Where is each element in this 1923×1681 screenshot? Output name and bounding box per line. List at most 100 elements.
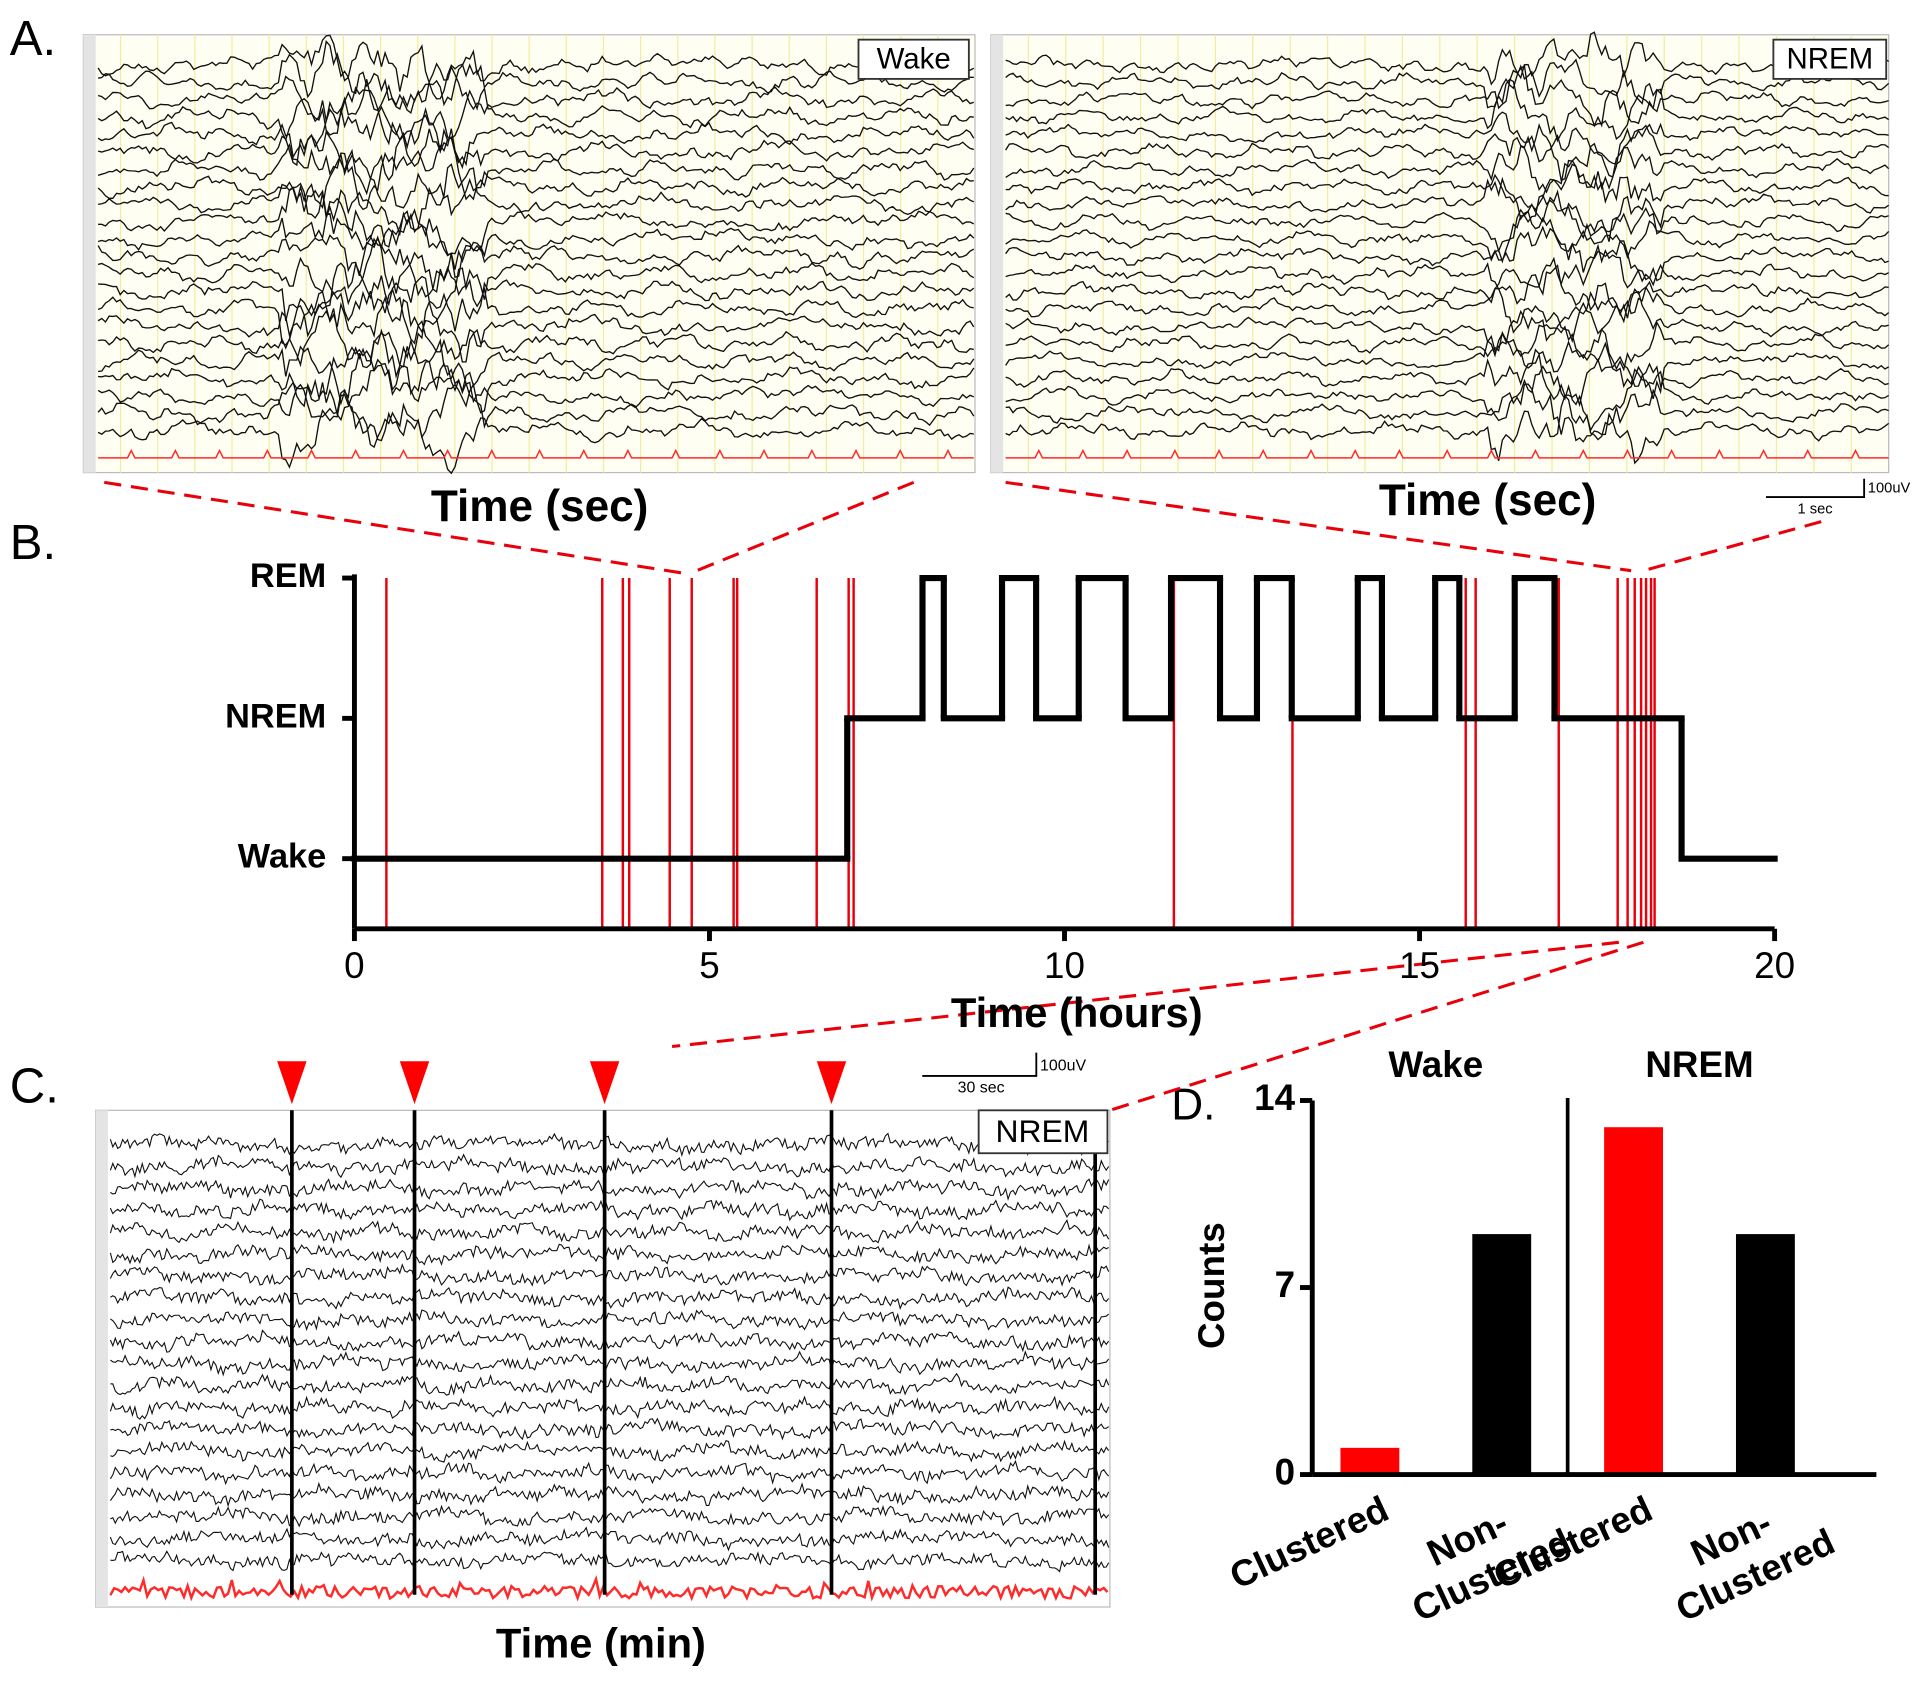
x-tick-label: 15 [1399,945,1440,986]
event-markers [277,1061,847,1105]
eeg-trace [110,1309,1110,1332]
x-tick-label: 10 [1044,945,1085,986]
eeg-trace [97,152,974,217]
y-tick-label: REM [250,557,326,595]
eeg-trace [98,186,975,257]
eeg-trace [97,86,974,150]
scale-bar [922,1052,1038,1077]
eeg-trace [97,137,975,211]
eeg-trace [109,1132,1109,1158]
eeg-trace [110,1350,1110,1377]
eeg-trace [97,393,974,475]
axis-label: Time (min) [496,1619,706,1666]
zoom-lines [104,480,1822,1112]
x-tick-label: Clustered [1223,1488,1394,1597]
label-box [1772,38,1888,80]
y-tick-label: 0 [1275,1451,1295,1492]
scale-label: 1 sec [1797,501,1832,517]
scale-label: 100uV [1868,480,1911,496]
x-tick-label: 0 [344,945,364,986]
eeg-trace [1005,64,1889,128]
eeg-trace [110,1417,1109,1441]
y-tick-label: 14 [1254,1077,1295,1118]
panel-letter: A. [10,12,56,66]
eeg-trace [1005,78,1890,143]
eeg-trace [98,346,975,414]
x-axis-label: Time (hours) [951,989,1203,1036]
eeg-trace [97,197,975,279]
eeg-trace [1005,286,1890,344]
eeg-trace [98,331,975,406]
eeg-trace [97,358,975,422]
panel-label: NREM [1786,42,1873,75]
bar [1472,1234,1532,1475]
eeg-trace [1005,264,1889,315]
eeg-trace [110,1504,1110,1528]
eeg-trace [110,1550,1110,1573]
x-tick-label: 20 [1754,945,1795,986]
eeg-trace [109,1329,1110,1353]
eeg-trace [1005,332,1889,400]
eeg-trace [1005,320,1890,372]
panel-letter: C. [10,1059,59,1113]
scale-bar [1766,478,1866,499]
eeg-trace [1005,159,1889,211]
y-tick-label: 7 [1275,1264,1295,1305]
eeg-trace [110,1372,1110,1396]
eeg-trace [1005,383,1889,443]
label-box [977,1109,1109,1155]
eeg-trace [1005,290,1889,353]
eeg-trace [109,1459,1110,1486]
eeg-trace [109,1526,1110,1552]
eeg-trace [98,299,974,379]
eeg-channel-strip [83,34,96,473]
eeg-trace [1005,122,1890,182]
eeg-ecg [1005,448,1889,459]
eeg-trace [110,1439,1110,1463]
scale-label: 100uV [1040,1057,1086,1074]
eeg-trace [109,1219,1110,1245]
x-tick-label: Non-Clustered [1651,1480,1841,1629]
x-tick-label: 5 [699,945,719,986]
y-tick-label: NREM [225,697,326,735]
eeg-trace [1005,145,1890,194]
eeg-trace [97,62,974,136]
panel-label: Wake [877,42,951,75]
eeg-trace [1005,243,1889,305]
eeg-trace [1005,31,1890,86]
eeg-trace [1005,365,1890,432]
group-label: NREM [1645,1044,1753,1085]
eeg-trace [109,1153,1110,1179]
scale-label: 30 sec [958,1079,1005,1096]
eeg-trace [109,1243,1109,1266]
eeg-trace [98,163,975,237]
eeg-trace [1005,111,1889,165]
panel-letter: B. [10,516,56,570]
panel-label: NREM [996,1113,1090,1149]
eeg-trace [1005,194,1889,253]
eeg-trace [98,40,974,115]
eeg-trace [98,261,975,338]
eeg-trace [109,1395,1110,1420]
eeg-trace [97,106,974,196]
eeg-trace [110,1286,1110,1311]
eeg-trace [97,290,975,361]
axis-label: Time (sec) [431,482,649,531]
label-box [857,38,970,80]
eeg-trace [1005,208,1890,264]
bar [1604,1127,1664,1475]
eeg-trace [97,381,975,449]
eeg-ecg [109,1574,1109,1602]
eeg-trace [1005,58,1890,109]
eeg-layer [82,31,1890,1608]
eeg-trace [109,1198,1110,1222]
eeg-trace [97,100,975,168]
bar [1340,1447,1400,1475]
eeg-trace [97,267,974,346]
bar [1735,1234,1795,1475]
eeg-channel-strip [95,1110,108,1608]
eeg-trace [109,1263,1110,1287]
eeg-trace [97,234,975,294]
y-axis-label: Counts [1191,1222,1232,1349]
